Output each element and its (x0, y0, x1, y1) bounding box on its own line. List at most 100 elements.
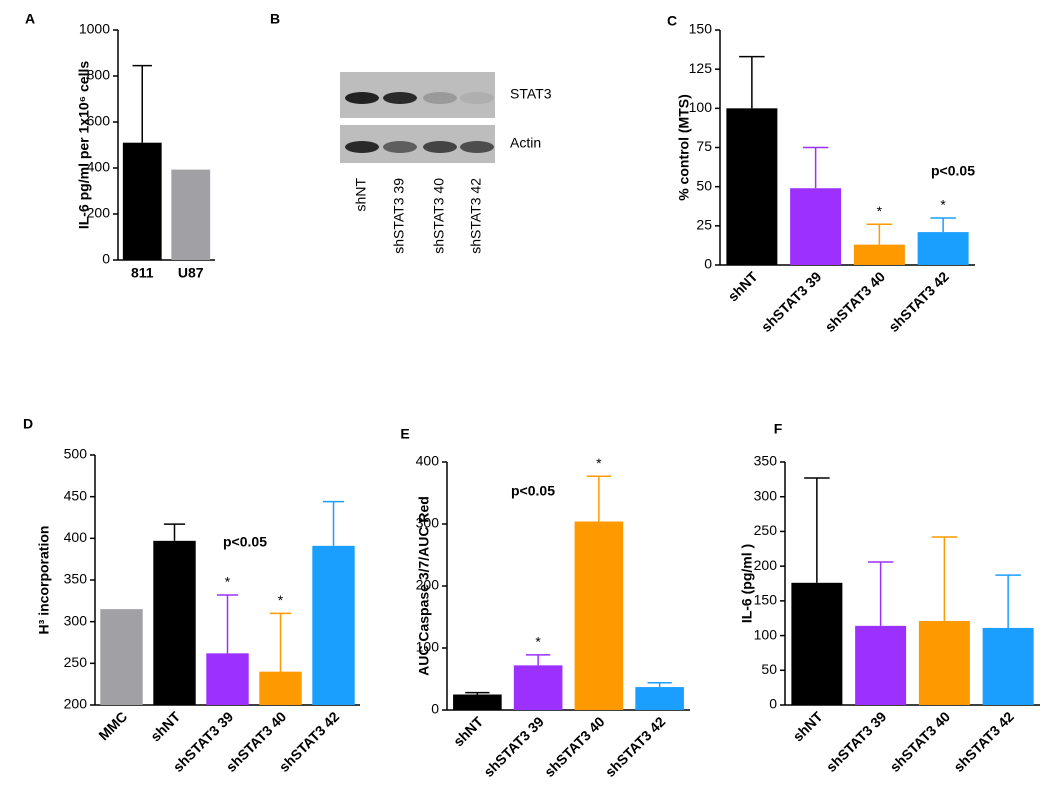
y-tick-label: 300 (416, 515, 440, 531)
blot-band (383, 141, 417, 153)
bar (982, 627, 1034, 705)
y-tick-label: 200 (64, 696, 88, 712)
y-tick-label: 400 (416, 453, 440, 469)
panel-letter: D (23, 416, 33, 432)
error-bar (216, 594, 239, 654)
bar (791, 582, 843, 705)
annotation: p<0.05 (511, 483, 555, 499)
y-tick-label: 0 (704, 256, 712, 272)
error-bar (802, 146, 829, 189)
x-tick-label: shNT (725, 268, 761, 304)
blot-band (423, 92, 457, 104)
y-tick-label: 100 (416, 639, 440, 655)
x-tick-label: shSTAT3 39 (823, 708, 890, 775)
significance-star: * (596, 455, 602, 471)
y-tick-label: 1000 (79, 21, 110, 37)
x-tick-label: shNT (147, 708, 183, 744)
y-tick-label: 250 (754, 522, 778, 538)
y-tick-label: 200 (754, 557, 778, 573)
y-axis-label: H³ incorporation (36, 526, 52, 635)
y-tick-label: 100 (689, 99, 713, 115)
lane-label: shSTAT3 40 (431, 178, 447, 254)
bar (790, 188, 842, 265)
y-tick-label: 250 (64, 654, 88, 670)
bar (153, 540, 196, 705)
bar (453, 694, 502, 710)
y-axis-label: IL-6 (pg/ml ) (739, 544, 755, 623)
y-tick-label: 50 (761, 661, 777, 677)
annotation: p<0.05 (223, 534, 267, 550)
error-bar (269, 612, 292, 672)
x-tick-label: shNT (450, 713, 486, 749)
lane-label: shSTAT3 39 (391, 178, 407, 254)
y-tick-label: 350 (754, 453, 778, 469)
y-tick-label: 0 (769, 696, 777, 712)
error-bar (322, 500, 345, 546)
y-tick-label: 0 (102, 251, 110, 267)
bar (513, 665, 563, 710)
x-tick-label: shSTAT3 42 (950, 708, 1017, 775)
error-bar (931, 536, 958, 621)
x-tick-label: shSTAT3 42 (885, 268, 952, 335)
y-tick-label: 400 (87, 159, 111, 175)
y-tick-label: 300 (754, 487, 778, 503)
x-tick-label: shSTAT3 39 (480, 713, 547, 780)
panel-letter: B (270, 11, 280, 27)
x-tick-label: shSTAT3 39 (758, 268, 825, 335)
x-tick-label: shSTAT3 40 (822, 268, 889, 335)
y-tick-label: 500 (64, 446, 88, 462)
blot-band (460, 92, 494, 104)
y-tick-label: 75 (696, 138, 712, 154)
blot-band (345, 141, 379, 153)
error-bar (995, 574, 1021, 628)
blot-band (423, 141, 457, 153)
bar (855, 625, 907, 705)
error-bar (804, 477, 830, 583)
y-axis-label: AUC Caspase 3/7/AUC Red (416, 496, 432, 676)
x-tick-label: 811 (131, 265, 154, 281)
significance-star: * (278, 592, 284, 608)
y-tick-label: 100 (754, 626, 778, 642)
panel-letter: F (774, 421, 783, 437)
y-axis-label: % control (MTS) (676, 94, 692, 201)
y-tick-label: 125 (689, 60, 713, 76)
lane-label: shSTAT3 42 (468, 178, 484, 254)
y-tick-label: 350 (64, 571, 88, 587)
y-tick-label: 800 (87, 67, 111, 83)
blot-row-label: STAT3 (510, 86, 552, 102)
x-tick-label: U87 (178, 265, 204, 281)
y-tick-label: 150 (689, 21, 713, 37)
y-tick-label: 50 (696, 177, 712, 193)
x-tick-label: MMC (95, 708, 130, 743)
significance-star: * (877, 203, 883, 219)
panel-letter: C (667, 13, 677, 29)
blot-band (345, 92, 379, 104)
y-tick-label: 0 (431, 701, 439, 717)
bar (122, 142, 162, 260)
error-bar (465, 691, 490, 695)
error-bar (866, 223, 893, 245)
y-axis-label: IL-6 pg/ml per 1x10⁶ cells (76, 61, 92, 230)
panel-letter: E (400, 426, 409, 442)
error-bar (647, 681, 672, 688)
bar (853, 244, 905, 265)
error-bar (739, 55, 765, 109)
error-bar (586, 475, 612, 522)
x-tick-label: shSTAT3 40 (887, 708, 954, 775)
bar (100, 609, 143, 705)
x-tick-label: shSTAT3 40 (541, 713, 608, 780)
error-bar (163, 523, 186, 541)
bar (635, 687, 684, 710)
significance-star: * (940, 197, 946, 213)
blot-band (383, 92, 417, 104)
significance-star: * (225, 574, 231, 590)
y-tick-label: 200 (416, 577, 440, 593)
y-tick-label: 600 (87, 113, 111, 129)
x-tick-label: shNT (790, 708, 826, 744)
y-tick-label: 450 (64, 487, 88, 503)
error-bar (132, 64, 152, 143)
panel-letter: A (25, 11, 35, 27)
y-tick-label: 300 (64, 612, 88, 628)
bar (917, 232, 969, 265)
